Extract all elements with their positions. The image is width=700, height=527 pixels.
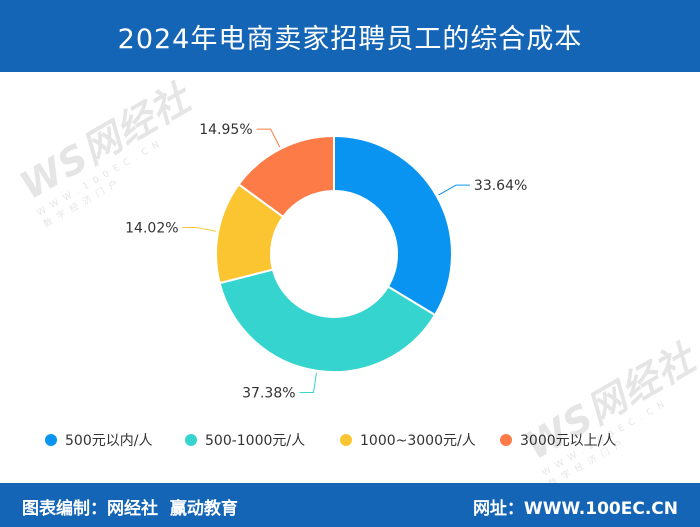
legend-item-1[interactable]: 500元以内/人 (45, 430, 152, 450)
footer-bar: 图表编制：网经社 赢动教育 网址：WWW.100EC.CN (0, 483, 700, 527)
donut-slice-2 (218, 268, 437, 373)
chart-title-bar: 2024年电商卖家招聘员工的综合成本 (0, 0, 700, 72)
footer-credit: 图表编制：网经社 赢动教育 (22, 499, 238, 519)
legend-label: 1000~3000元/人 (360, 433, 476, 449)
legend-label: 500元以内/人 (65, 433, 153, 449)
legend-dot-icon (500, 434, 512, 446)
footer-website: 网址：WWW.100EC.CN (472, 499, 678, 519)
donut-slice-4 (237, 134, 335, 219)
data-label-1: 33.64% (474, 178, 527, 194)
legend-dot-icon (185, 434, 197, 446)
chart-legend: 500元以内/人 500-1000元/人 1000~3000元/人 3000元以上/人 (0, 430, 700, 452)
legend-item-4[interactable]: 3000元以上/人 (500, 430, 616, 450)
leader-line-2 (299, 372, 317, 393)
data-label-2: 37.38% (242, 385, 295, 401)
legend-label: 500-1000元/人 (205, 433, 306, 449)
leader-line-3 (182, 226, 217, 232)
leader-line-4 (256, 128, 281, 148)
legend-item-2[interactable]: 500-1000元/人 (185, 430, 305, 450)
legend-item-3[interactable]: 1000~3000元/人 (340, 430, 476, 450)
leader-line-1 (438, 184, 470, 196)
donut-slice-1 (333, 134, 453, 317)
legend-dot-icon (45, 434, 57, 446)
data-label-3: 14.02% (125, 220, 178, 236)
legend-label: 3000元以上/人 (520, 433, 617, 449)
chart-title: 2024年电商卖家招聘员工的综合成本 (117, 23, 583, 55)
legend-dot-icon (340, 434, 352, 446)
data-label-4: 14.95% (199, 122, 252, 138)
donut-chart: 33.64% 37.38% 14.02% 14.95% (125, 122, 527, 401)
